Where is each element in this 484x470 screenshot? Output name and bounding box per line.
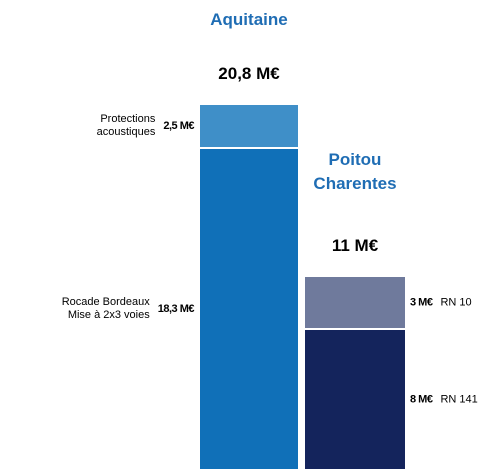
series-name: Protections acoustiques bbox=[96, 112, 156, 138]
bar-segment bbox=[200, 104, 298, 147]
segment-label: Rocade Bordeaux Mise à 2x3 voies 18,3 M€ bbox=[38, 295, 195, 322]
total-label: 20,8 M€ bbox=[218, 63, 280, 83]
value-label: 3 M€ bbox=[410, 296, 433, 309]
value-label: 18,3 M€ bbox=[157, 302, 195, 315]
segment-label: 3 M€ RN 10 bbox=[410, 296, 472, 309]
category-label: Poitou Charentes bbox=[313, 150, 397, 193]
bar-segment bbox=[305, 330, 405, 469]
segment-label: 8 M€ RN 141 bbox=[410, 393, 478, 406]
value-label: 2,5 M€ bbox=[163, 119, 194, 132]
segment-label: Protections acoustiques 2,5 M€ bbox=[43, 112, 195, 139]
series-name: RN 141 bbox=[440, 393, 478, 406]
total-label: 11 M€ bbox=[331, 236, 379, 256]
category-label: Aquitaine bbox=[210, 10, 288, 29]
series-name: RN 10 bbox=[440, 296, 472, 309]
value-label: 8 M€ bbox=[410, 393, 433, 406]
bar-segment bbox=[200, 148, 298, 469]
series-name: Rocade Bordeaux Mise à 2x3 voies bbox=[61, 295, 150, 321]
bar-segment bbox=[305, 277, 405, 329]
